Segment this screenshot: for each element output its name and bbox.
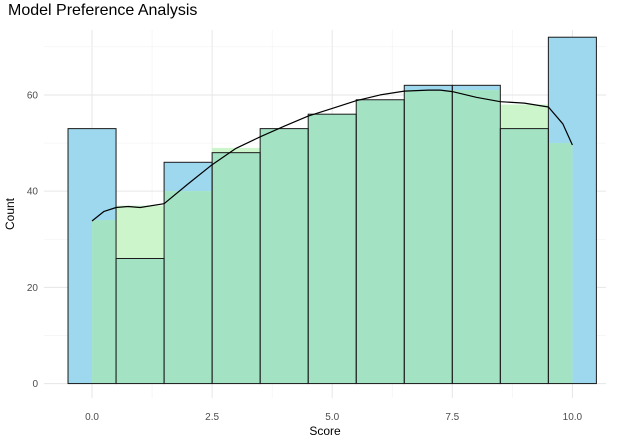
- bar-overlap: [308, 114, 357, 384]
- bar-outline: [67, 128, 117, 385]
- bar-overlap: [500, 128, 549, 384]
- bar-overlap: [260, 128, 309, 384]
- bar-outlines: [67, 36, 597, 385]
- x-tick-label: 10.0: [563, 412, 583, 423]
- density-curve-layer: [91, 89, 573, 222]
- x-tick-label: 2.5: [205, 412, 219, 423]
- bar-overlap: [356, 99, 405, 384]
- y-tick-label: 0: [32, 379, 38, 390]
- y-tick-label: 20: [27, 283, 39, 294]
- tick-labels: 0.0 2.5 5.0 7.5 10.0 0 20 40 60: [27, 90, 583, 423]
- chart-title: Model Preference Analysis: [8, 2, 198, 19]
- y-tick-label: 60: [27, 90, 39, 101]
- y-tick-label: 40: [27, 187, 39, 198]
- bar-overlap: [404, 90, 453, 384]
- x-tick-label: 7.5: [445, 412, 459, 423]
- x-tick-label: 5.0: [325, 412, 339, 423]
- bar-outline: [547, 36, 597, 385]
- x-tick-label: 0.0: [85, 412, 99, 423]
- y-axis-title: Count: [3, 197, 17, 230]
- density-curve: [91, 89, 573, 222]
- bar-overlap: [92, 220, 117, 384]
- bar-overlap: [116, 258, 165, 384]
- bar-overlap: [452, 90, 501, 384]
- bar-overlap: [548, 143, 573, 384]
- bar-overlap: [164, 191, 213, 384]
- x-axis-title: Score: [309, 424, 341, 438]
- bars-overlap: [92, 90, 573, 384]
- bar-overlap: [212, 152, 261, 384]
